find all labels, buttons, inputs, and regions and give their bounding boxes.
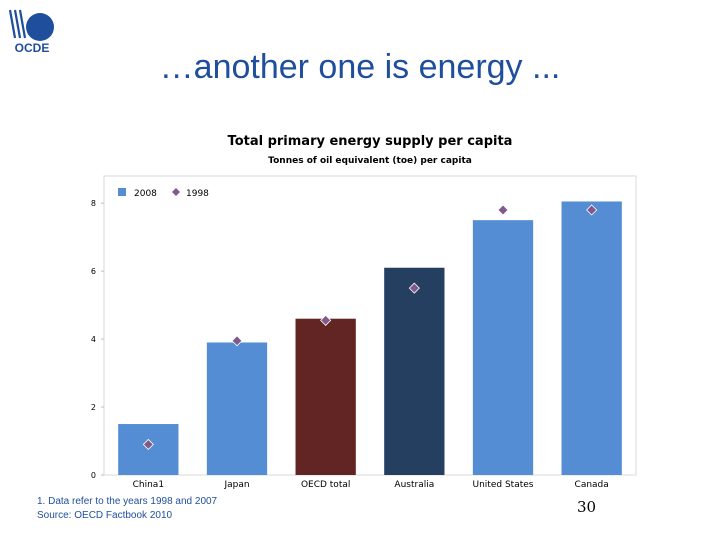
- x-tick-label: Canada: [575, 480, 609, 490]
- marker-1998: [320, 314, 332, 326]
- footnote: 1. Data refer to the years 1998 and 2007: [37, 496, 218, 507]
- logo-circle-icon: [26, 13, 54, 41]
- bar-2008: [561, 201, 622, 475]
- x-tick-label: United States: [473, 480, 534, 490]
- plot-area: [103, 175, 637, 476]
- y-tick-label: 4: [91, 335, 96, 344]
- marker-1998: [142, 438, 154, 450]
- chart-title: Total primary energy supply per capita: [227, 134, 513, 149]
- marker-1998: [586, 204, 598, 216]
- source-note: Source: OECD Factbook 2010: [37, 510, 173, 521]
- y-tick-label: 2: [91, 403, 96, 412]
- logo-stripes-icon: [8, 9, 27, 39]
- marker-1998: [231, 335, 243, 347]
- logo-text: OCDE: [15, 41, 50, 54]
- bar-2008: [295, 318, 356, 475]
- bar-2008: [206, 342, 268, 475]
- y-tick-label: 0: [91, 471, 96, 480]
- oecd-logo: OCDE: [8, 9, 54, 54]
- legend-label-2008: 2008: [134, 189, 157, 199]
- x-tick-label: China1: [133, 480, 164, 490]
- marker-1998: [497, 204, 509, 216]
- page-number: 30: [577, 498, 597, 516]
- legend-swatch-2008: [118, 188, 126, 196]
- y-tick-label: 8: [91, 199, 96, 208]
- x-tick-label: Japan: [223, 480, 249, 490]
- chart-subtitle: Tonnes of oil equivalent (toe) per capit…: [268, 156, 472, 166]
- slide-title: …another one is energy ...: [159, 48, 561, 86]
- bar-2008: [384, 267, 445, 475]
- marker-1998: [408, 282, 420, 294]
- y-tick-label: 6: [91, 267, 96, 276]
- legend-swatch-1998: [172, 188, 180, 196]
- x-tick-label: OECD total: [301, 480, 350, 490]
- x-tick-label: Australia: [394, 480, 434, 490]
- legend-label-1998: 1998: [186, 189, 209, 199]
- bar-2008: [472, 220, 534, 475]
